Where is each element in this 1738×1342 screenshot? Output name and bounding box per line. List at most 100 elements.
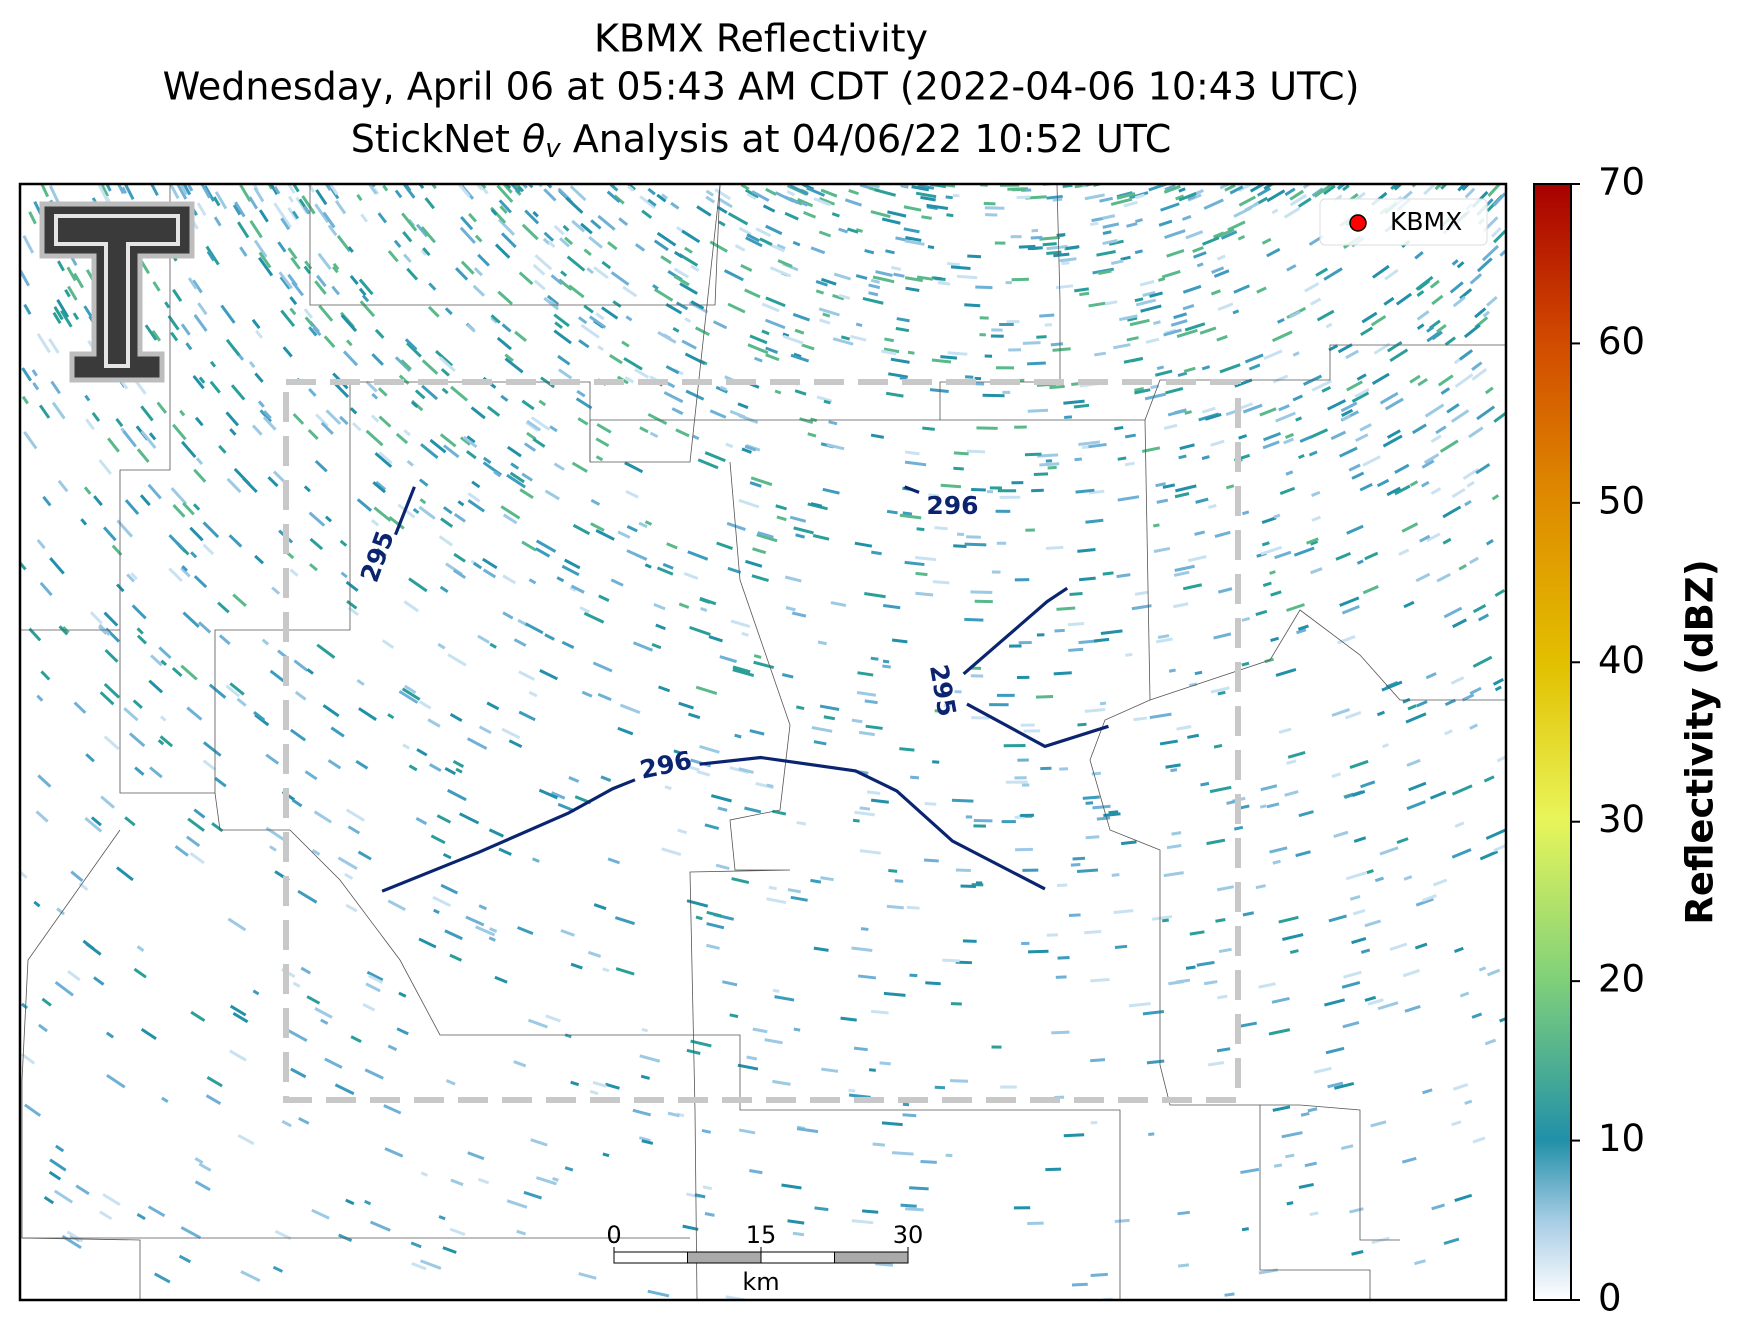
radar-echo xyxy=(1217,228,1235,238)
radar-echo xyxy=(84,816,103,833)
radar-echo xyxy=(206,1076,223,1088)
radar-echo xyxy=(1085,801,1094,805)
radar-echo xyxy=(1050,342,1064,347)
radar-echo xyxy=(186,706,203,721)
radar-echo xyxy=(337,856,358,870)
radar-echo xyxy=(472,284,486,297)
radar-echo xyxy=(1286,1201,1294,1206)
radar-echo xyxy=(517,926,534,936)
radar-echo xyxy=(387,713,395,720)
radar-echo xyxy=(706,910,722,918)
radar-echo xyxy=(823,715,836,721)
radar-echo xyxy=(438,1215,446,1221)
radar-echo xyxy=(905,286,920,293)
radar-echo xyxy=(632,641,654,652)
radar-echo xyxy=(422,247,431,257)
radar-echo xyxy=(373,506,392,522)
radar-echo xyxy=(330,726,345,738)
radar-echo xyxy=(1196,262,1204,268)
radar-echo xyxy=(718,220,726,227)
radar-echo xyxy=(1119,314,1138,322)
radar-echo xyxy=(1309,1211,1319,1217)
radar-echo xyxy=(700,606,708,612)
radar-echo xyxy=(832,337,854,346)
radar-echo xyxy=(253,711,266,722)
radar-echo xyxy=(194,416,204,427)
radar-echo xyxy=(1311,379,1333,392)
radar-echo xyxy=(294,690,307,701)
radar-echo xyxy=(237,221,250,239)
radar-echo xyxy=(440,883,459,895)
radar-echo xyxy=(1216,254,1226,261)
radar-echo xyxy=(1444,336,1457,346)
radar-echo xyxy=(1187,555,1207,563)
radar-echo xyxy=(149,766,163,779)
radar-echo xyxy=(1284,432,1295,439)
radar-echo xyxy=(966,449,986,454)
radar-echo xyxy=(198,1162,212,1172)
radar-echo xyxy=(880,349,897,356)
radar-echo xyxy=(1120,840,1137,846)
radar-echo xyxy=(1002,390,1011,394)
radar-echo xyxy=(673,749,681,755)
radar-echo xyxy=(56,907,66,916)
radar-echo xyxy=(710,794,732,803)
radar-echo xyxy=(1112,343,1131,350)
map-frame xyxy=(18,182,1508,1302)
radar-echo xyxy=(1203,980,1218,986)
radar-echo xyxy=(985,213,998,217)
radar-echo xyxy=(440,368,450,377)
radar-echo xyxy=(1149,712,1172,720)
radar-echo xyxy=(1158,219,1173,227)
radar-echo xyxy=(774,389,782,395)
radar-echo xyxy=(1281,1131,1303,1139)
radar-echo xyxy=(494,243,511,259)
radar-echo xyxy=(1211,266,1225,274)
radar-echo xyxy=(1213,743,1223,749)
radar-echo xyxy=(1003,744,1026,748)
radar-echo xyxy=(1454,373,1474,388)
radar-echo xyxy=(1187,733,1200,739)
radar-echo xyxy=(971,488,986,492)
radar-echo xyxy=(881,217,901,225)
radar-echo xyxy=(36,694,44,702)
radar-echo xyxy=(306,995,321,1005)
radar-echo xyxy=(66,1230,84,1243)
radar-echo xyxy=(610,578,624,587)
radar-echo xyxy=(350,1035,362,1043)
radar-echo xyxy=(189,852,205,865)
radar-echo xyxy=(1022,783,1030,787)
radar-echo xyxy=(989,486,1002,490)
radar-echo xyxy=(1163,328,1182,337)
radar-echo xyxy=(427,305,440,318)
radar-echo xyxy=(437,642,446,650)
logo xyxy=(39,201,195,383)
radar-echo xyxy=(1178,187,1186,193)
radar-echo xyxy=(682,1224,699,1231)
radar-echo xyxy=(597,345,604,352)
radar-echo xyxy=(755,781,774,790)
radar-echo xyxy=(1162,483,1176,489)
radar-echo xyxy=(1298,1182,1314,1189)
radar-echo xyxy=(1131,604,1152,611)
radar-echo xyxy=(1324,998,1346,1007)
radar-echo xyxy=(1394,484,1411,496)
radar-echo xyxy=(1484,1038,1497,1046)
radar-echo xyxy=(1175,194,1185,201)
radar-echo xyxy=(686,899,709,908)
radar-echo xyxy=(851,1219,874,1225)
radar-echo xyxy=(1126,222,1138,228)
radar-echo xyxy=(564,1033,572,1039)
radar-echo xyxy=(1311,187,1324,197)
radar-echo xyxy=(482,456,492,465)
colorbar xyxy=(1533,183,1572,1301)
radar-echo xyxy=(684,352,706,365)
radar-echo xyxy=(521,223,539,241)
radar-echo xyxy=(647,413,668,426)
radar-echo xyxy=(1184,410,1192,415)
radar-echo xyxy=(136,1213,146,1221)
radar-echo xyxy=(532,211,539,218)
radar-echo xyxy=(1292,394,1303,402)
radar-echo xyxy=(1393,184,1404,191)
radar-echo xyxy=(345,1198,355,1206)
